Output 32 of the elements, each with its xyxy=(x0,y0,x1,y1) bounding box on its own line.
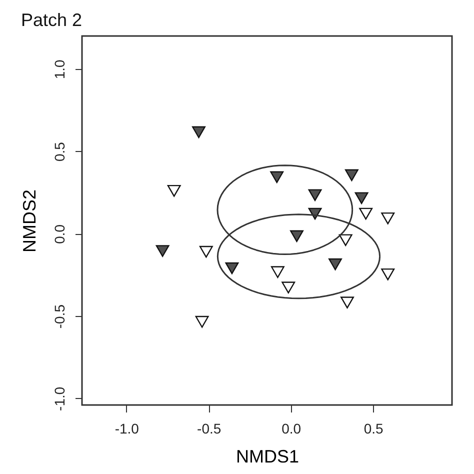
point xyxy=(270,266,284,278)
y-tick-label: -1.0 xyxy=(52,386,68,411)
y-axis-title: NMDS2 xyxy=(20,189,40,253)
point xyxy=(156,245,170,257)
point xyxy=(381,268,395,280)
x-tick-label: 0.5 xyxy=(364,420,384,436)
point xyxy=(354,192,368,204)
x-axis-title: NMDS1 xyxy=(236,446,300,466)
y-tick-label: 0.5 xyxy=(52,142,68,162)
point xyxy=(340,296,354,308)
x-tick-label: 0.0 xyxy=(282,420,302,436)
point xyxy=(328,258,342,270)
x-tick-label: -1.0 xyxy=(114,420,140,436)
point xyxy=(192,126,206,138)
point xyxy=(359,208,373,220)
point xyxy=(290,230,304,242)
y-tick-label: 1.0 xyxy=(52,60,68,80)
y-tick-label: -0.5 xyxy=(52,304,68,329)
point xyxy=(338,234,352,246)
chart-title: Patch 2 xyxy=(21,10,82,30)
x-tick-label: -0.5 xyxy=(197,420,222,436)
point xyxy=(195,316,209,328)
point xyxy=(344,169,358,182)
point xyxy=(381,212,395,224)
point xyxy=(199,246,213,258)
point xyxy=(167,184,181,197)
point xyxy=(270,171,284,184)
point xyxy=(308,208,322,220)
point xyxy=(308,189,322,202)
point xyxy=(282,282,296,294)
point xyxy=(225,262,239,274)
y-tick-label: 0.0 xyxy=(52,224,68,244)
